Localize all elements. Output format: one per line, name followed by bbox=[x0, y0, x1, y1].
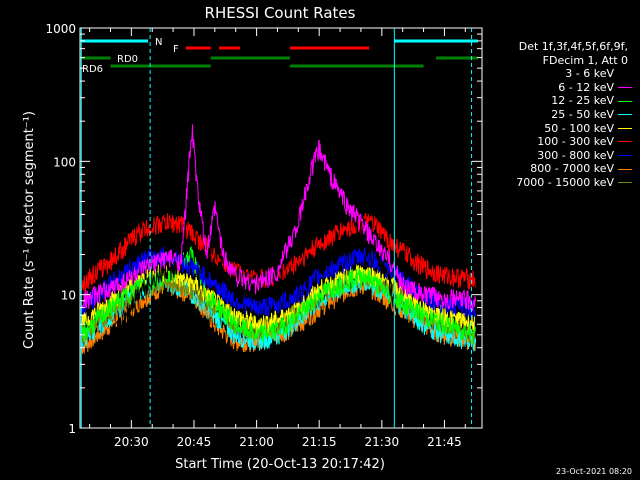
legend-swatch-8 bbox=[618, 182, 632, 184]
x-tick-label-0: 20:30 bbox=[114, 435, 149, 449]
y-tick-label-0: 1 bbox=[68, 422, 76, 436]
legend-label-1: 6 - 12 keV bbox=[558, 80, 614, 94]
legend-label-2: 12 - 25 keV bbox=[551, 94, 614, 108]
legend-swatch-4 bbox=[618, 127, 632, 129]
flag-label-1: F bbox=[173, 44, 179, 55]
series-line-0 bbox=[80, 158, 476, 375]
legend-label-4: 50 - 100 keV bbox=[544, 121, 614, 135]
legend-label-3: 25 - 50 keV bbox=[551, 107, 614, 121]
legend-label-6: 300 - 800 keV bbox=[537, 148, 614, 162]
legend-entry-7: 800 - 7000 keV bbox=[486, 162, 634, 176]
chart-title: RHESSI Count Rates bbox=[205, 4, 356, 22]
plot-timestamp: 23-Oct-2021 08:20 bbox=[556, 467, 632, 476]
y-axis-label: Count Rate (s⁻¹ detector segment⁻¹) bbox=[22, 111, 37, 349]
x-tick-label-2: 21:00 bbox=[239, 435, 274, 449]
legend-entry-6: 300 - 800 keV bbox=[486, 149, 634, 163]
legend-entry-5: 100 - 300 keV bbox=[486, 135, 634, 149]
legend-swatch-0 bbox=[618, 73, 632, 75]
legend-label-0: 3 - 6 keV bbox=[565, 67, 614, 81]
legend: Det 1f,3f,4f,5f,6f,9f, FDecim 1, Att 0 3… bbox=[486, 40, 634, 190]
legend-entry-8: 7000 - 15000 keV bbox=[486, 176, 634, 190]
y-tick-label-1: 10 bbox=[61, 289, 76, 303]
series-traces bbox=[80, 124, 476, 375]
legend-label-7: 800 - 7000 keV bbox=[530, 162, 614, 176]
legend-swatch-2 bbox=[618, 100, 632, 102]
flag-bars: NF RD0 RD6 bbox=[81, 37, 478, 75]
y-tick-label-2: 100 bbox=[53, 155, 76, 169]
x-axis-label: Start Time (20-Oct-13 20:17:42) bbox=[175, 457, 385, 472]
x-tick-label-3: 21:15 bbox=[302, 435, 337, 449]
flag-label-2: RD0 bbox=[117, 54, 138, 65]
flag-label-3: RD6 bbox=[82, 64, 103, 75]
plot-frame bbox=[79, 27, 483, 429]
x-tick-label-5: 21:45 bbox=[427, 435, 462, 449]
legend-rows: 3 - 6 keV 6 - 12 keV 12 - 25 keV 25 - 50 ke… bbox=[486, 67, 634, 189]
legend-swatch-7 bbox=[618, 168, 632, 170]
y-tick-label-3: 1000 bbox=[45, 22, 76, 36]
flag-label-0: N bbox=[155, 37, 162, 48]
legend-swatch-3 bbox=[618, 114, 632, 116]
axes: 20:30 20:45 21:00 21:15 21:30 21:45 1 10 100 1000 bbox=[45, 22, 482, 449]
legend-swatch-6 bbox=[618, 155, 632, 157]
legend-header-line-1: Det 1f,3f,4f,5f,6f,9f, bbox=[518, 40, 628, 53]
legend-entry-1: 6 - 12 keV bbox=[486, 81, 634, 95]
legend-entry-0: 3 - 6 keV bbox=[486, 67, 634, 81]
series-line-1 bbox=[80, 124, 476, 311]
legend-swatch-1 bbox=[618, 87, 632, 89]
x-tick-label-4: 21:30 bbox=[365, 435, 400, 449]
legend-entry-4: 50 - 100 keV bbox=[486, 122, 634, 136]
legend-header-line-2: FDecim 1, Att 0 bbox=[542, 53, 628, 67]
attenuator-lines bbox=[80, 28, 473, 428]
legend-label-5: 100 - 300 keV bbox=[537, 135, 614, 149]
legend-entry-2: 12 - 25 keV bbox=[486, 94, 634, 108]
legend-entry-3: 25 - 50 keV bbox=[486, 108, 634, 122]
legend-swatch-5 bbox=[618, 141, 632, 143]
legend-label-8: 7000 - 15000 keV bbox=[516, 175, 614, 189]
x-tick-label-1: 20:45 bbox=[177, 435, 212, 449]
